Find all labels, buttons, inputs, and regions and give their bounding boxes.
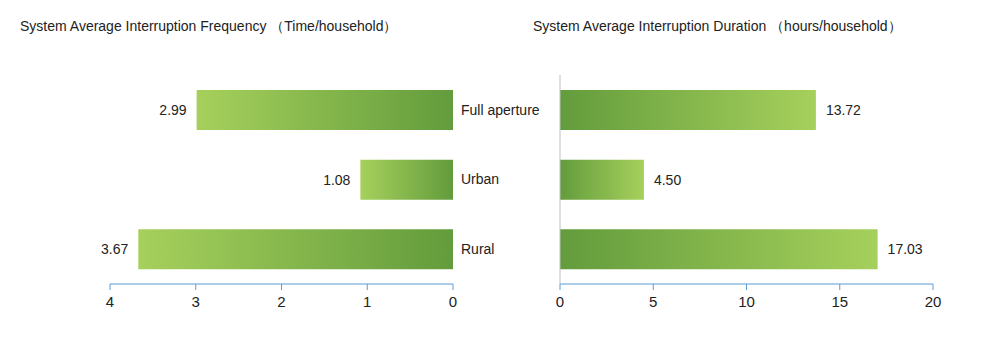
svg-text:10: 10: [738, 293, 755, 310]
html-text:System Average Interruption Fr: System Average Interruption Frequency （T…: [20, 18, 398, 34]
html-text:System Average Interruption Du: System Average Interruption Duration （ho…: [533, 18, 902, 34]
svg-text:3.67: 3.67: [101, 241, 128, 257]
svg-text:0: 0: [449, 293, 457, 310]
svg-text:17.03: 17.03: [888, 241, 923, 257]
svg-text:2: 2: [277, 293, 285, 310]
svg-text:13.72: 13.72: [826, 102, 861, 118]
svg-text:1: 1: [363, 293, 371, 310]
svg-text:Urban: Urban: [461, 171, 499, 187]
svg-text:2.99: 2.99: [159, 102, 186, 118]
svg-text:20: 20: [925, 293, 942, 310]
svg-text:1.08: 1.08: [323, 172, 350, 188]
svg-text:4.50: 4.50: [654, 172, 681, 188]
svg-text:15: 15: [831, 293, 848, 310]
svg-text:Rural: Rural: [461, 241, 494, 257]
svg-text:3: 3: [192, 293, 200, 310]
svg-text:0: 0: [556, 293, 564, 310]
svg-text:5: 5: [649, 293, 657, 310]
svg-text:4: 4: [106, 293, 114, 310]
svg-text:Full aperture: Full aperture: [461, 102, 540, 118]
